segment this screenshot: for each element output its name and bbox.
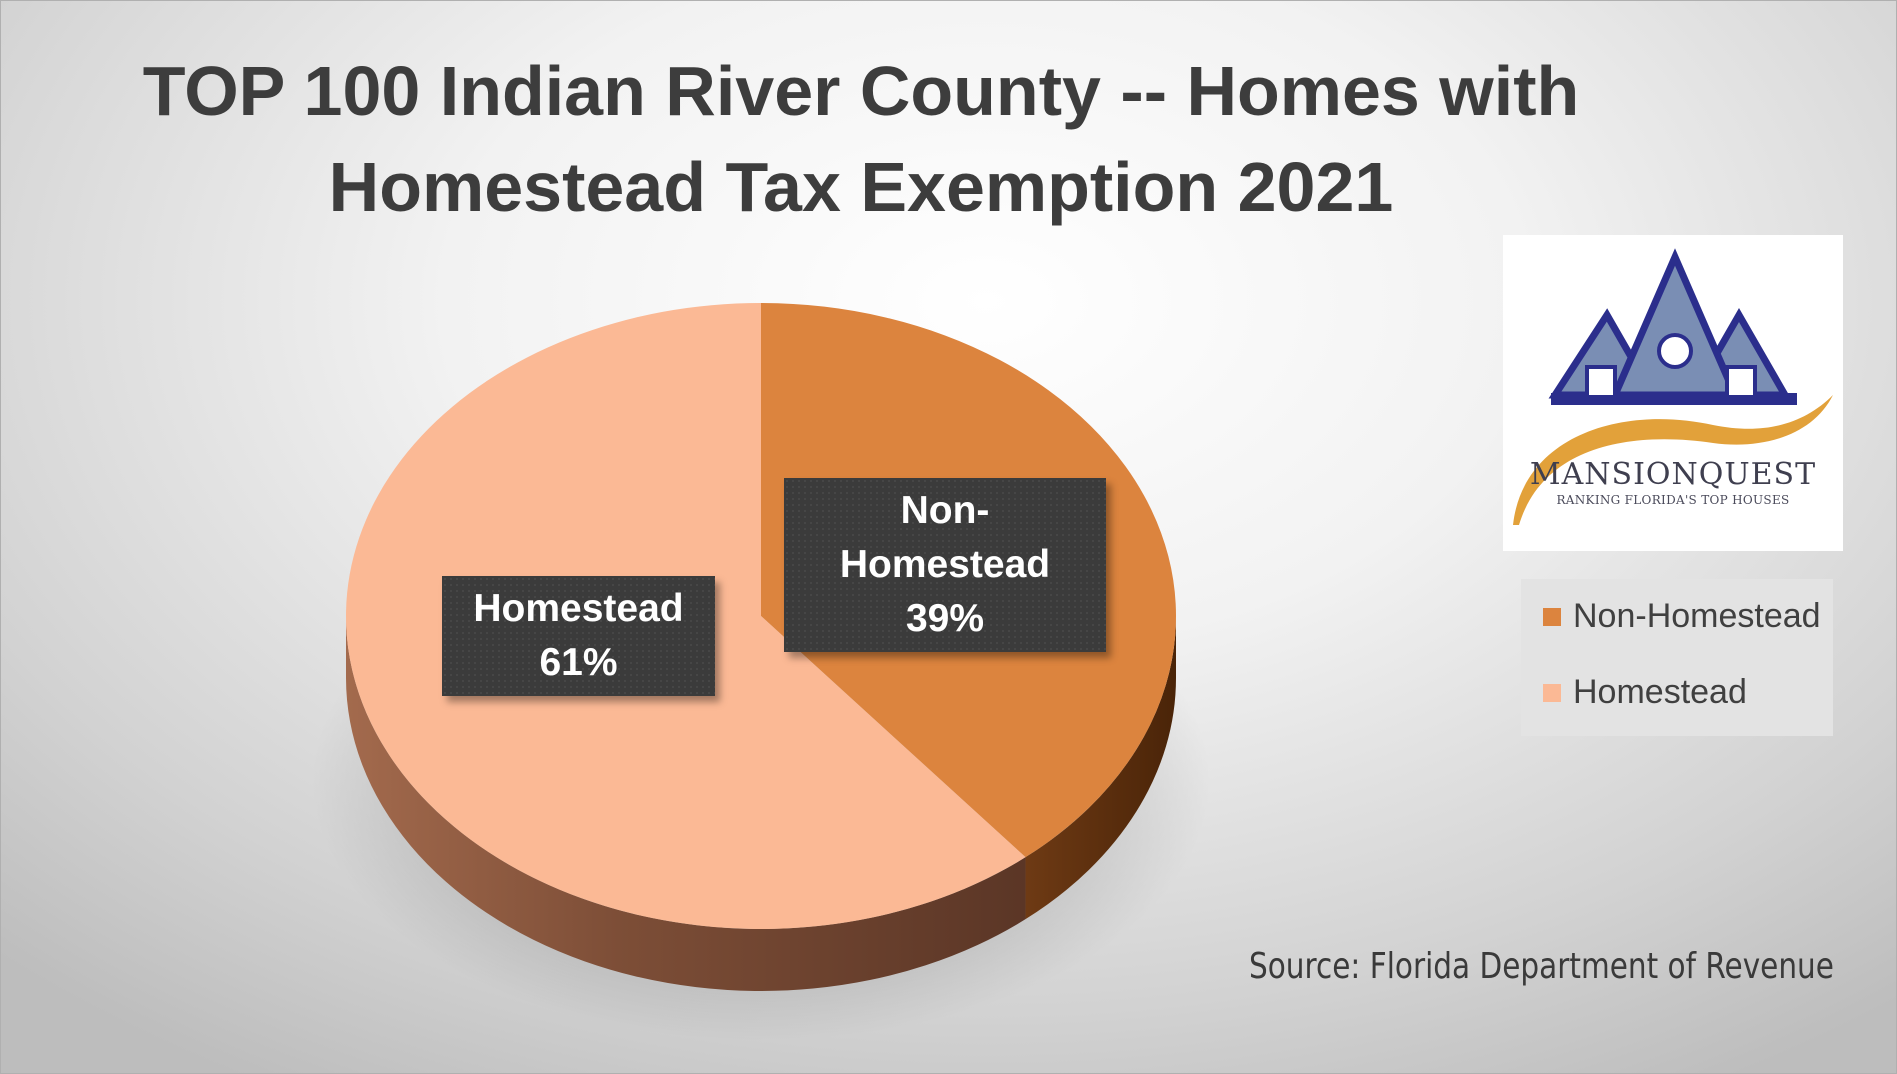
chart-title: TOP 100 Indian River County -- Homes wit… [142,52,1580,226]
data-label-value: 61% [539,641,618,684]
legend-item-homestead: Homestead [1543,673,1747,712]
pie-side-group [345,616,1176,992]
pie-side-non-homestead [1025,616,1176,920]
data-label-value: 39% [905,597,985,640]
mansionquest-logo: MANSIONQUEST RANKING FLORIDA'S TOP HOUSE… [1503,235,1843,551]
chart-legend: Non-Homestead Homestead [1521,579,1833,736]
pie-side-homestead [345,616,1026,992]
logo-tagline: RANKING FLORIDA'S TOP HOUSES [1556,493,1790,507]
data-label-homestead: Homestead 61% [442,576,715,696]
legend-label: Non-Homestead [1573,597,1821,635]
legend-label: Homestead [1573,673,1747,711]
legend-swatch-non-homestead [1543,607,1561,626]
logo-wordmark: MANSIONQUEST [1529,457,1817,492]
data-label-name: Non-Homestead [839,489,1051,586]
legend-swatch-homestead [1543,683,1561,702]
house-roof-icon [1513,248,1833,525]
data-label-non-homestead: Non-Homestead 39% [784,478,1106,652]
legend-item-non-homestead: Non-Homestead [1543,597,1821,636]
data-label-name: Homestead [473,587,684,630]
source-note: Source: Florida Department of Revenue [1249,946,1834,987]
